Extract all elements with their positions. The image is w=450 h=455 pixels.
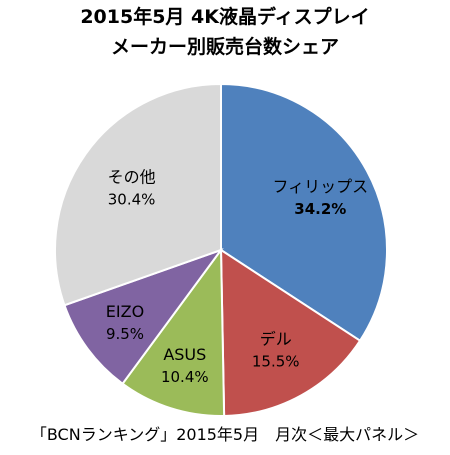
slice-value-label-1: 34.2%	[294, 200, 346, 218]
pie-slice-5	[54, 82, 222, 307]
source-footnote: 「BCNランキング」2015年5月 月次＜最大パネル＞	[30, 425, 420, 444]
chart-title-line-1: 2015年5月 4K液晶ディスプレイ	[80, 6, 370, 28]
pie-slice-2	[219, 248, 362, 417]
slice-value-label-2: 15.5%	[252, 353, 300, 371]
slice-value-label-3: 10.4%	[161, 368, 209, 386]
pie-slice-3	[121, 247, 226, 417]
pie-slice-4	[63, 247, 224, 386]
slice-name-label-5: その他	[108, 168, 156, 187]
chart-title-line-2: メーカー別販売台数シェア	[110, 36, 339, 58]
slice-name-label-2: デル	[260, 330, 292, 349]
slice-value-label-5: 30.4%	[108, 191, 156, 209]
slice-name-label-4: EIZO	[106, 302, 144, 321]
slice-name-label-1: フィリップス	[272, 177, 368, 196]
slice-name-label-3: ASUS	[163, 345, 206, 364]
slice-value-label-4: 9.5%	[106, 325, 144, 343]
